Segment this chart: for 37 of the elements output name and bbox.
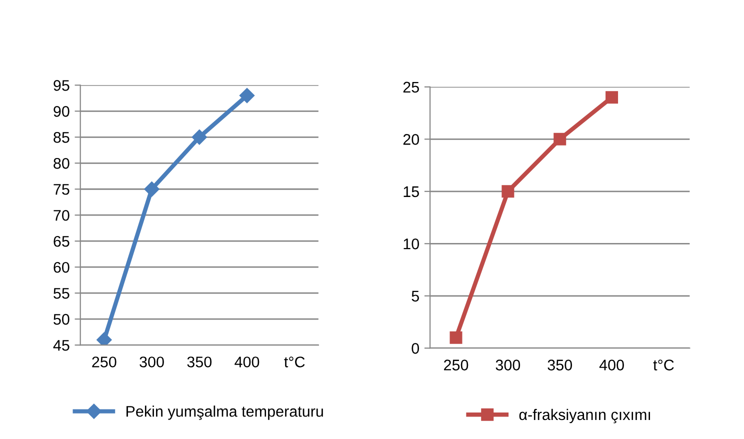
x-tick-label: 400 [599,360,624,370]
y-tick-label: 75 [54,184,70,195]
y-tick-label: 60 [54,262,70,273]
y-tick-label: 20 [403,134,420,145]
x-tick-label: t°C [284,356,305,368]
point [502,185,514,198]
y-tick-label: 70 [54,210,70,221]
y-tick-label: 0 [412,342,420,354]
x-tick-label: 300 [140,356,164,368]
point [192,130,207,145]
y-tick-label: 45 [53,340,70,351]
point [554,132,566,146]
x-tick-label: 350 [548,360,572,370]
y-tick-label: 25 [403,82,419,93]
point [144,182,160,197]
x-tick-label: t°C [653,360,674,370]
y-tick-label: 65 [54,236,70,247]
y-tick-label: 80 [54,158,70,169]
x-tick-label: 350 [187,356,212,368]
y-tick-label: 50 [54,314,70,325]
point [450,331,462,344]
y-tick-label: 55 [54,288,70,299]
y-tick-label: 85 [54,132,70,143]
point [239,88,255,104]
y-tick-label: 15 [404,186,419,198]
legend-label: Pekin yumşalma temperaturu [126,406,323,420]
y-tick-label: 5 [412,290,419,302]
point [96,332,112,346]
y-tick-label: 90 [54,106,70,117]
x-tick-label: 400 [234,356,260,368]
y-tick-label: 95 [54,80,70,91]
y-tick-label: 10 [404,238,420,250]
point [606,91,618,104]
x-tick-label: 250 [444,360,468,370]
legend-label: α-fraksiyanın çıxımı [519,408,650,424]
x-tick-label: 250 [92,356,116,368]
x-tick-label: 300 [496,360,520,370]
